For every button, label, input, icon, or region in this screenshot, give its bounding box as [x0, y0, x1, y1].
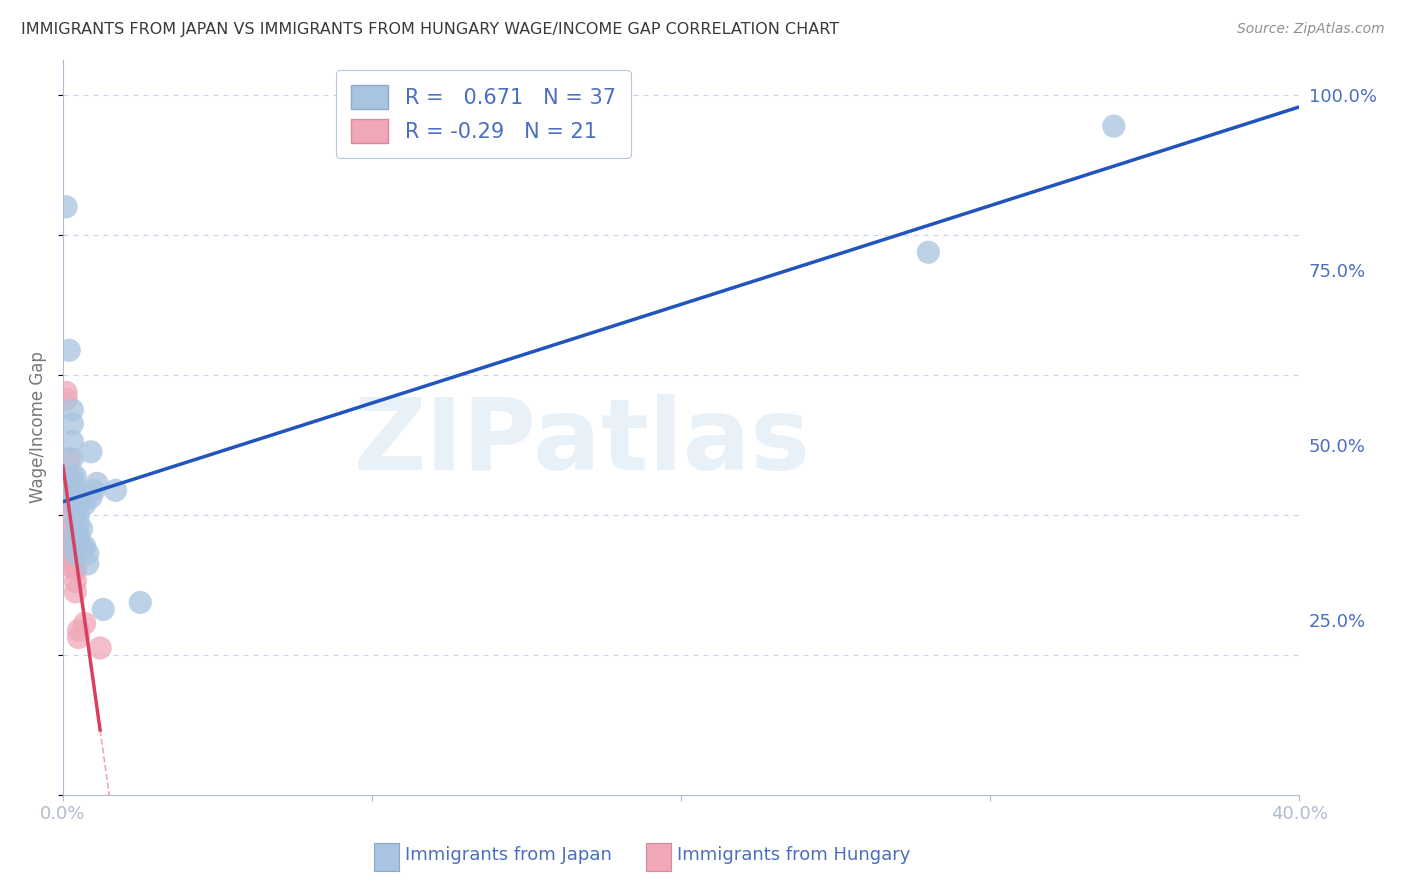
Point: [60, 491, 83, 505]
Point: [73, 616, 96, 631]
Point: [55, 392, 77, 407]
Y-axis label: Wage/Income Gap: Wage/Income Gap: [30, 351, 46, 503]
Point: [65, 511, 87, 525]
Point: [65, 480, 87, 494]
Point: [129, 595, 152, 609]
Point: [73, 540, 96, 554]
Point: [70, 522, 93, 536]
Point: [67, 508, 90, 522]
Point: [58, 473, 80, 487]
Point: [65, 546, 87, 560]
Point: [917, 245, 939, 260]
Point: [76, 557, 98, 571]
Text: IMMIGRANTS FROM JAPAN VS IMMIGRANTS FROM HUNGARY WAGE/INCOME GAP CORRELATION CHA: IMMIGRANTS FROM JAPAN VS IMMIGRANTS FROM…: [21, 22, 839, 37]
Point: [65, 585, 87, 599]
Point: [65, 564, 87, 578]
Text: Immigrants from Japan: Immigrants from Japan: [405, 847, 612, 864]
Text: ZIPatlas: ZIPatlas: [354, 393, 811, 491]
Point: [60, 508, 83, 522]
Point: [67, 494, 90, 508]
Point: [67, 529, 90, 543]
Point: [58, 451, 80, 466]
Point: [58, 343, 80, 358]
Point: [91, 602, 114, 616]
Legend: R =   0.671   N = 37, R = -0.29   N = 21: R = 0.671 N = 37, R = -0.29 N = 21: [336, 70, 630, 158]
Point: [83, 483, 105, 498]
Point: [65, 500, 87, 515]
Point: [80, 445, 103, 459]
Text: Immigrants from Hungary: Immigrants from Hungary: [676, 847, 910, 864]
Point: [58, 522, 80, 536]
Point: [104, 483, 127, 498]
Point: [65, 525, 87, 540]
Point: [60, 546, 83, 560]
Point: [65, 536, 87, 550]
Point: [60, 402, 83, 417]
Point: [65, 574, 87, 589]
Point: [55, 200, 77, 214]
Point: [65, 560, 87, 574]
Point: [58, 540, 80, 554]
Point: [73, 497, 96, 511]
Point: [60, 560, 83, 574]
Point: [60, 434, 83, 449]
Point: [67, 631, 90, 645]
Point: [89, 640, 111, 655]
Point: [1102, 119, 1125, 133]
Point: [67, 540, 90, 554]
Point: [65, 491, 87, 505]
Point: [80, 491, 103, 505]
Point: [55, 385, 77, 400]
Point: [67, 624, 90, 638]
Point: [58, 500, 80, 515]
Point: [60, 451, 83, 466]
Text: Source: ZipAtlas.com: Source: ZipAtlas.com: [1237, 22, 1385, 37]
Point: [65, 469, 87, 483]
Point: [76, 546, 98, 560]
Point: [60, 540, 83, 554]
Point: [60, 469, 83, 483]
Point: [60, 553, 83, 567]
Point: [67, 518, 90, 533]
Point: [60, 525, 83, 540]
Point: [60, 417, 83, 431]
Point: [70, 540, 93, 554]
Point: [60, 480, 83, 494]
Point: [86, 476, 108, 491]
